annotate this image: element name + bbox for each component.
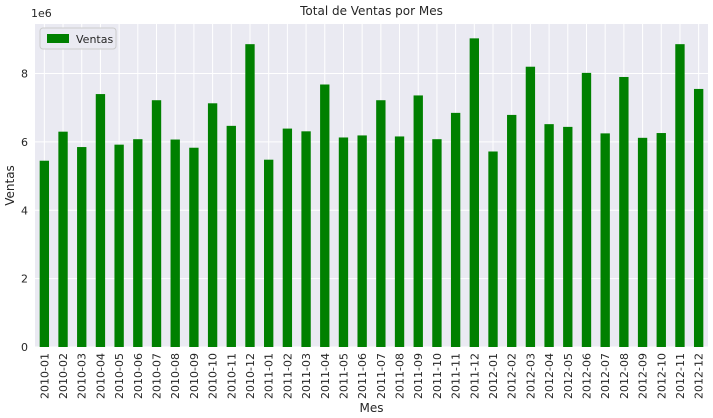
bar-2012-01: [488, 151, 498, 347]
bar-2012-12: [693, 88, 704, 347]
x-tick-label: 2010-03: [76, 353, 89, 399]
legend: Ventas: [39, 27, 117, 50]
x-tick-label: 2012-03: [524, 353, 537, 399]
bar-2011-05: [338, 137, 349, 347]
chart-title: Total de Ventas por Mes: [299, 4, 443, 18]
bar-2012-07: [600, 133, 610, 347]
x-tick-label: 2012-06: [580, 353, 593, 399]
y-tick-label: 0: [21, 341, 28, 354]
x-tick-label: 2011-12: [468, 353, 481, 399]
bar-2010-04: [95, 94, 106, 347]
x-tick-label: 2010-09: [188, 353, 201, 399]
legend-swatch: [47, 34, 69, 43]
x-tick-label: 2011-08: [394, 353, 407, 399]
plot-background: [35, 24, 708, 347]
x-axis-label: Mes: [360, 401, 384, 415]
x-tick-labels: 2010-01 2010-02 2010-03 2010-04 2010-05 2010-…: [38, 353, 705, 399]
x-tick-label: 2011-04: [319, 353, 332, 399]
bar-2011-10: [432, 139, 442, 347]
x-tick-label: 2012-04: [543, 353, 556, 399]
x-tick-label: 2010-02: [57, 353, 70, 399]
x-tick-label: 2012-07: [599, 353, 612, 399]
bar-2012-08: [619, 76, 629, 348]
x-tick-label: 2010-11: [225, 353, 238, 399]
x-tick-label: 2012-11: [674, 353, 687, 399]
bar-2011-12: [469, 38, 479, 347]
bar-2012-02: [507, 114, 517, 347]
x-tick-label: 2011-10: [431, 353, 444, 399]
x-tick-label: 2010-07: [151, 353, 164, 399]
bar-2011-04: [320, 84, 330, 347]
legend-box: [39, 27, 117, 50]
bar-2010-03: [77, 147, 87, 347]
x-tick-label: 2010-01: [38, 353, 51, 399]
x-tick-label: 2011-06: [356, 353, 369, 399]
bar-2012-03: [525, 66, 536, 348]
bar-2011-08: [394, 136, 405, 347]
x-tick-label: 2011-05: [337, 353, 350, 399]
y-tick-labels: 0 2 4 6 8: [21, 68, 28, 354]
x-tick-label: 2012-09: [637, 353, 650, 399]
x-tick-label: 2010-12: [244, 353, 257, 399]
bar-2011-07: [376, 100, 386, 347]
y-axis-label: Ventas: [3, 165, 17, 206]
x-tick-label: 2010-08: [169, 353, 182, 399]
legend-entry: Ventas: [76, 33, 113, 46]
bar-2012-09: [637, 137, 648, 347]
y-tick-label: 8: [21, 68, 28, 81]
bar-2012-11: [675, 44, 685, 347]
x-tick-label: 2012-08: [618, 353, 631, 399]
x-tick-label: 2012-12: [693, 353, 706, 399]
bar-2011-09: [413, 95, 423, 348]
bar-2011-06: [357, 135, 367, 347]
x-tick-label: 2012-01: [487, 353, 500, 399]
x-tick-label: 2012-02: [506, 353, 519, 399]
bar-2011-01: [264, 159, 274, 347]
x-tick-label: 2011-03: [300, 353, 313, 399]
bar-2011-02: [282, 128, 293, 347]
bar-2010-02: [58, 131, 68, 347]
x-tick-label: 2011-02: [281, 353, 294, 399]
bar-2010-05: [114, 144, 124, 347]
bar-2012-10: [656, 133, 666, 347]
x-tick-label: 2010-06: [132, 353, 145, 399]
x-tick-label: 2011-09: [412, 353, 425, 399]
x-tick-label: 2011-01: [263, 353, 276, 399]
x-tick-label: 2011-11: [450, 353, 463, 399]
x-tick-label: 2010-10: [207, 353, 220, 399]
bar-2010-10: [207, 103, 218, 347]
y-scale-label: 1e6: [31, 7, 52, 20]
y-tick-label: 2: [21, 273, 28, 286]
bar-2012-05: [563, 126, 573, 347]
y-tick-label: 4: [21, 204, 28, 217]
bar-2011-03: [301, 131, 311, 347]
x-tick-label: 2010-05: [113, 353, 126, 399]
bar-2010-06: [133, 139, 143, 347]
bar-2010-08: [170, 139, 180, 347]
x-tick-label: 2012-10: [655, 353, 668, 399]
bar-2010-07: [151, 100, 162, 347]
x-tick-label: 2011-07: [375, 353, 388, 399]
bar-2010-01: [39, 160, 50, 347]
x-tick-label: 2010-04: [94, 353, 107, 399]
bar-2010-12: [245, 44, 255, 347]
bar-2012-06: [581, 72, 592, 347]
bars: [39, 38, 704, 348]
bar-2012-04: [544, 124, 554, 347]
bar-2010-11: [226, 125, 236, 348]
y-tick-label: 6: [21, 136, 28, 149]
bar-2010-09: [189, 147, 199, 347]
x-tick-label: 2012-05: [562, 353, 575, 399]
bar-2011-11: [450, 112, 461, 347]
